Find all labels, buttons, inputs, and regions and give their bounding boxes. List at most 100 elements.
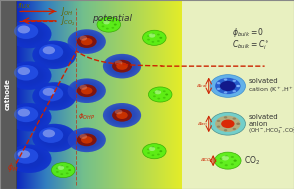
Circle shape xyxy=(7,103,51,131)
Circle shape xyxy=(101,26,104,27)
Circle shape xyxy=(51,163,75,178)
Circle shape xyxy=(112,109,132,122)
Circle shape xyxy=(36,85,73,108)
Circle shape xyxy=(39,45,70,65)
Circle shape xyxy=(10,22,49,46)
Circle shape xyxy=(165,94,168,95)
Circle shape xyxy=(42,89,66,104)
Circle shape xyxy=(148,87,172,102)
Circle shape xyxy=(32,41,76,69)
Circle shape xyxy=(71,32,102,51)
Circle shape xyxy=(17,109,41,125)
Circle shape xyxy=(69,79,105,102)
Circle shape xyxy=(42,47,66,63)
Circle shape xyxy=(79,134,87,139)
Circle shape xyxy=(233,160,237,162)
Circle shape xyxy=(103,103,141,128)
Circle shape xyxy=(39,86,63,101)
Circle shape xyxy=(14,149,45,169)
Circle shape xyxy=(149,147,155,151)
Circle shape xyxy=(106,105,138,126)
Circle shape xyxy=(33,83,76,110)
Circle shape xyxy=(38,86,71,107)
Circle shape xyxy=(16,150,42,167)
Bar xyxy=(182,0,294,189)
Circle shape xyxy=(41,46,67,63)
Circle shape xyxy=(77,133,97,146)
Circle shape xyxy=(68,29,106,54)
Circle shape xyxy=(36,126,73,150)
Circle shape xyxy=(14,107,38,122)
Circle shape xyxy=(7,20,51,48)
Text: solvated: solvated xyxy=(248,114,278,120)
Circle shape xyxy=(147,35,150,37)
Bar xyxy=(0,0,16,189)
Circle shape xyxy=(14,107,45,127)
Circle shape xyxy=(157,147,160,149)
Circle shape xyxy=(68,128,106,152)
Circle shape xyxy=(68,29,106,54)
Circle shape xyxy=(68,169,71,171)
Circle shape xyxy=(10,63,49,88)
Text: solvated: solvated xyxy=(248,78,278,84)
Circle shape xyxy=(42,130,66,146)
Circle shape xyxy=(37,44,72,66)
Circle shape xyxy=(39,86,70,106)
Circle shape xyxy=(72,81,101,100)
Circle shape xyxy=(34,42,75,68)
Circle shape xyxy=(17,151,41,167)
Circle shape xyxy=(224,116,227,119)
Circle shape xyxy=(101,22,104,24)
Circle shape xyxy=(115,109,122,114)
Circle shape xyxy=(40,45,69,64)
Circle shape xyxy=(73,131,100,149)
Circle shape xyxy=(157,34,160,36)
Circle shape xyxy=(16,25,43,43)
Circle shape xyxy=(233,90,236,92)
Circle shape xyxy=(12,148,47,170)
Circle shape xyxy=(147,152,150,154)
Circle shape xyxy=(32,41,76,69)
Circle shape xyxy=(159,150,162,152)
Circle shape xyxy=(233,128,236,130)
Circle shape xyxy=(147,39,150,40)
Circle shape xyxy=(41,88,67,105)
Circle shape xyxy=(236,123,240,125)
Circle shape xyxy=(111,20,114,22)
Circle shape xyxy=(112,60,132,73)
Circle shape xyxy=(151,146,154,148)
Circle shape xyxy=(153,95,156,97)
Circle shape xyxy=(163,97,166,99)
Text: cation (K$^+$,H$^+$): cation (K$^+$,H$^+$) xyxy=(248,85,294,95)
Circle shape xyxy=(40,129,69,147)
Circle shape xyxy=(43,88,55,96)
Circle shape xyxy=(71,81,102,101)
Circle shape xyxy=(11,22,48,46)
Circle shape xyxy=(109,57,135,75)
Circle shape xyxy=(13,23,46,45)
Circle shape xyxy=(217,120,220,122)
Circle shape xyxy=(8,20,51,48)
Circle shape xyxy=(15,149,44,168)
Circle shape xyxy=(236,85,240,87)
Circle shape xyxy=(18,109,30,117)
Circle shape xyxy=(220,162,223,164)
Circle shape xyxy=(71,80,103,101)
Circle shape xyxy=(225,164,228,166)
Circle shape xyxy=(233,160,237,162)
Text: $C_{bulk}=C_i^{\circ}$: $C_{bulk}=C_i^{\circ}$ xyxy=(232,39,269,52)
Circle shape xyxy=(106,20,109,21)
Circle shape xyxy=(104,104,140,127)
Circle shape xyxy=(215,152,241,169)
Circle shape xyxy=(104,54,140,78)
Circle shape xyxy=(159,37,162,39)
Circle shape xyxy=(9,63,50,89)
Circle shape xyxy=(8,145,51,172)
Circle shape xyxy=(34,83,75,109)
Circle shape xyxy=(16,26,42,42)
Circle shape xyxy=(13,148,46,169)
Circle shape xyxy=(231,163,234,165)
Circle shape xyxy=(110,107,134,123)
Circle shape xyxy=(39,44,63,60)
Circle shape xyxy=(106,56,138,77)
